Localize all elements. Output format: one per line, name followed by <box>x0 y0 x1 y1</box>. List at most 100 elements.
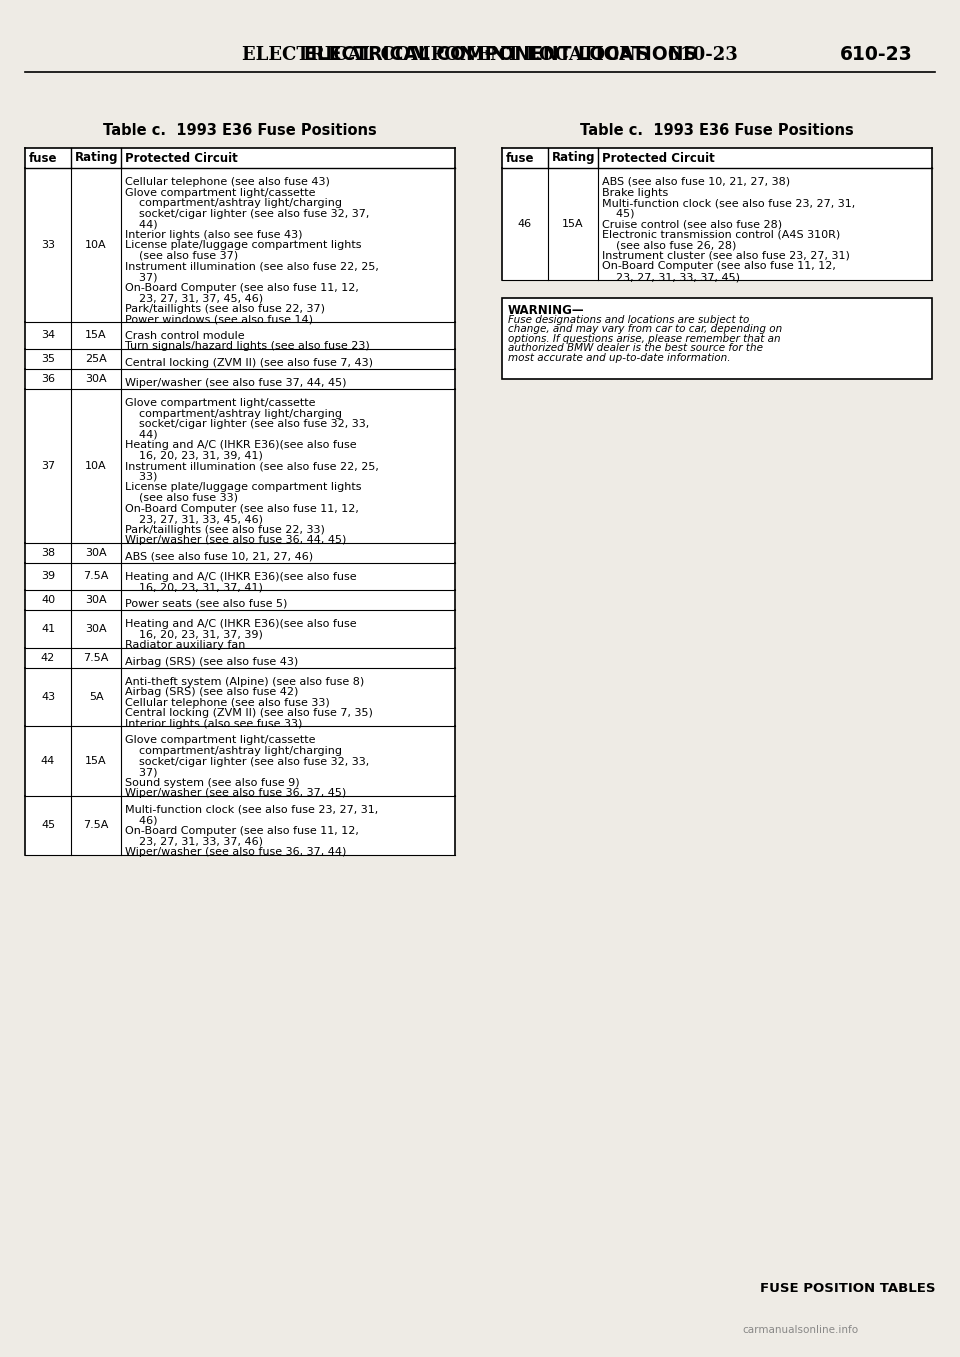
Text: 46): 46) <box>125 816 157 825</box>
Bar <box>25 148 455 168</box>
Text: Cellular telephone (see also fuse 33): Cellular telephone (see also fuse 33) <box>125 697 329 708</box>
Text: options. If questions arise, please remember that an: options. If questions arise, please reme… <box>508 334 780 343</box>
Text: Heating and A/C (IHKR E36)(see also fuse: Heating and A/C (IHKR E36)(see also fuse <box>125 571 356 582</box>
Text: 30A: 30A <box>85 375 107 384</box>
Text: compartment/ashtray light/charging: compartment/ashtray light/charging <box>125 198 342 208</box>
Text: On-Board Computer (see also fuse 11, 12,: On-Board Computer (see also fuse 11, 12, <box>125 503 359 513</box>
Text: Airbag (SRS) (see also fuse 43): Airbag (SRS) (see also fuse 43) <box>125 657 299 666</box>
Text: ABS (see also fuse 10, 21, 27, 46): ABS (see also fuse 10, 21, 27, 46) <box>125 552 313 562</box>
Text: compartment/ashtray light/charging: compartment/ashtray light/charging <box>125 746 342 756</box>
Text: Multi-function clock (see also fuse 23, 27, 31,: Multi-function clock (see also fuse 23, … <box>125 805 378 814</box>
Text: Instrument illumination (see also fuse 22, 25,: Instrument illumination (see also fuse 2… <box>125 262 379 271</box>
Text: Instrument illumination (see also fuse 22, 25,: Instrument illumination (see also fuse 2… <box>125 461 379 471</box>
Text: Cruise control (see also fuse 28): Cruise control (see also fuse 28) <box>602 220 782 229</box>
Bar <box>25 563 455 590</box>
Text: (see also fuse 26, 28): (see also fuse 26, 28) <box>602 240 736 250</box>
Text: 7.5A: 7.5A <box>84 653 108 662</box>
Text: change, and may vary from car to car, depending on: change, and may vary from car to car, de… <box>508 324 782 334</box>
Text: Multi-function clock (see also fuse 23, 27, 31,: Multi-function clock (see also fuse 23, … <box>602 198 855 208</box>
Text: fuse: fuse <box>29 152 58 164</box>
Text: 40: 40 <box>41 594 55 605</box>
Text: 38: 38 <box>41 548 55 558</box>
Text: 10A: 10A <box>85 461 107 471</box>
Text: Wiper/washer (see also fuse 36, 44, 45): Wiper/washer (see also fuse 36, 44, 45) <box>125 535 347 546</box>
Text: 45): 45) <box>602 209 635 218</box>
Text: Instrument cluster (see also fuse 23, 27, 31): Instrument cluster (see also fuse 23, 27… <box>602 251 850 261</box>
Text: authorized BMW dealer is the best source for the: authorized BMW dealer is the best source… <box>508 343 763 353</box>
Text: 39: 39 <box>41 571 55 581</box>
Text: Park/taillights (see also fuse 22, 37): Park/taillights (see also fuse 22, 37) <box>125 304 325 313</box>
Text: On-Board Computer (see also fuse 11, 12,: On-Board Computer (see also fuse 11, 12, <box>125 282 359 293</box>
Text: 42: 42 <box>41 653 55 662</box>
Bar <box>25 647 455 668</box>
Text: 15A: 15A <box>563 218 584 229</box>
Text: Protected Circuit: Protected Circuit <box>125 152 238 164</box>
Text: 16, 20, 23, 31, 37, 39): 16, 20, 23, 31, 37, 39) <box>125 630 263 639</box>
Text: 23, 27, 31, 33, 37, 45): 23, 27, 31, 33, 37, 45) <box>602 271 740 282</box>
Text: Turn signals/hazard lights (see also fuse 23): Turn signals/hazard lights (see also fus… <box>125 342 370 351</box>
Text: Anti-theft system (Alpine) (see also fuse 8): Anti-theft system (Alpine) (see also fus… <box>125 677 364 687</box>
Text: socket/cigar lighter (see also fuse 32, 37,: socket/cigar lighter (see also fuse 32, … <box>125 209 370 218</box>
Text: 45: 45 <box>41 820 55 830</box>
Text: 33: 33 <box>41 240 55 250</box>
Text: 43: 43 <box>41 692 55 702</box>
Text: Wiper/washer (see also fuse 37, 44, 45): Wiper/washer (see also fuse 37, 44, 45) <box>125 379 347 388</box>
Text: 36: 36 <box>41 375 55 384</box>
Text: Cellular telephone (see also fuse 43): Cellular telephone (see also fuse 43) <box>125 176 330 187</box>
Text: ELECTRICAL COMPONENT LOCATIONS   610-23: ELECTRICAL COMPONENT LOCATIONS 610-23 <box>242 46 738 64</box>
Text: Heating and A/C (IHKR E36)(see also fuse: Heating and A/C (IHKR E36)(see also fuse <box>125 440 356 451</box>
Text: 7.5A: 7.5A <box>84 571 108 581</box>
Text: 23, 27, 31, 37, 45, 46): 23, 27, 31, 37, 45, 46) <box>125 293 263 303</box>
Bar <box>25 369 455 389</box>
Text: Radiator auxiliary fan: Radiator auxiliary fan <box>125 641 246 650</box>
Text: most accurate and up-to-date information.: most accurate and up-to-date information… <box>508 353 731 362</box>
Text: Rating: Rating <box>75 152 118 164</box>
Bar <box>25 795 455 855</box>
Bar <box>25 322 455 349</box>
Text: Electronic transmission control (A4S 310R): Electronic transmission control (A4S 310… <box>602 229 840 240</box>
Text: 15A: 15A <box>85 330 107 341</box>
Text: License plate/luggage compartment lights: License plate/luggage compartment lights <box>125 240 362 250</box>
Bar <box>502 297 932 379</box>
Text: ABS (see also fuse 10, 21, 27, 38): ABS (see also fuse 10, 21, 27, 38) <box>602 176 790 187</box>
Text: 10A: 10A <box>85 240 107 250</box>
Bar <box>25 590 455 609</box>
Text: 23, 27, 31, 33, 45, 46): 23, 27, 31, 33, 45, 46) <box>125 514 263 524</box>
Text: 44): 44) <box>125 430 157 440</box>
Bar <box>25 609 455 647</box>
Text: ELECTRICAL COMPONENT LOCATIONS: ELECTRICAL COMPONENT LOCATIONS <box>303 46 697 65</box>
Text: Interior lights (also see fuse 43): Interior lights (also see fuse 43) <box>125 229 302 240</box>
Bar <box>25 349 455 369</box>
Text: (see also fuse 37): (see also fuse 37) <box>125 251 238 261</box>
Text: 25A: 25A <box>85 354 107 364</box>
Bar <box>502 148 932 168</box>
Bar <box>25 168 455 322</box>
Text: 37: 37 <box>41 461 55 471</box>
Text: 30A: 30A <box>85 624 107 634</box>
Text: 37): 37) <box>125 767 157 778</box>
Text: Crash control module: Crash control module <box>125 331 245 341</box>
Text: 16, 20, 23, 31, 37, 41): 16, 20, 23, 31, 37, 41) <box>125 582 263 593</box>
Text: 610-23: 610-23 <box>840 46 913 65</box>
Text: Airbag (SRS) (see also fuse 42): Airbag (SRS) (see also fuse 42) <box>125 687 299 697</box>
Text: 33): 33) <box>125 472 157 482</box>
Text: 35: 35 <box>41 354 55 364</box>
Text: License plate/luggage compartment lights: License plate/luggage compartment lights <box>125 483 362 493</box>
Text: Central locking (ZVM II) (see also fuse 7, 43): Central locking (ZVM II) (see also fuse … <box>125 358 373 368</box>
Text: Glove compartment light/cassette: Glove compartment light/cassette <box>125 398 316 408</box>
Text: 16, 20, 23, 31, 39, 41): 16, 20, 23, 31, 39, 41) <box>125 451 263 461</box>
Text: 30A: 30A <box>85 594 107 605</box>
Bar <box>25 726 455 795</box>
Text: 5A: 5A <box>88 692 104 702</box>
Text: On-Board Computer (see also fuse 11, 12,: On-Board Computer (see also fuse 11, 12, <box>125 826 359 836</box>
Text: Power seats (see also fuse 5): Power seats (see also fuse 5) <box>125 598 287 609</box>
Text: Sound system (see also fuse 9): Sound system (see also fuse 9) <box>125 778 300 787</box>
Text: socket/cigar lighter (see also fuse 32, 33,: socket/cigar lighter (see also fuse 32, … <box>125 756 370 767</box>
Text: Protected Circuit: Protected Circuit <box>602 152 715 164</box>
Bar <box>25 389 455 543</box>
Text: 41: 41 <box>41 624 55 634</box>
Text: FUSE POSITION TABLES: FUSE POSITION TABLES <box>759 1282 935 1295</box>
Text: 46: 46 <box>518 218 532 229</box>
Text: Table c.  1993 E36 Fuse Positions: Table c. 1993 E36 Fuse Positions <box>580 123 853 138</box>
Text: Table c.  1993 E36 Fuse Positions: Table c. 1993 E36 Fuse Positions <box>103 123 377 138</box>
